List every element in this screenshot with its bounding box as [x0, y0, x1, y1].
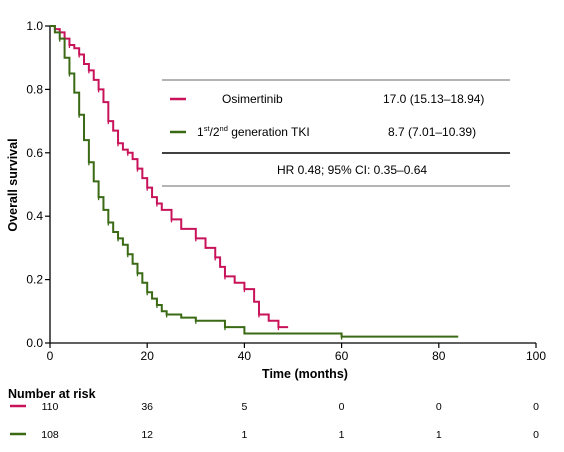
- x-tick-label: 40: [238, 349, 252, 363]
- y-tick-label: 0.2: [26, 273, 43, 287]
- risk-cell: 5: [241, 401, 247, 413]
- y-tick-label: 0.4: [26, 209, 43, 223]
- y-tick-label: 0.6: [26, 146, 43, 160]
- x-tick-label: 80: [432, 349, 446, 363]
- y-tick-label: 0.0: [26, 336, 43, 350]
- x-tick-label: 0: [47, 349, 54, 363]
- risk-cell: 0: [339, 401, 345, 413]
- x-axis-label: Time (months): [262, 367, 348, 381]
- risk-cell: 110: [42, 401, 59, 413]
- risk-cell: 36: [141, 401, 153, 413]
- legend-summary-osimertinib: 17.0 (15.13–18.94): [383, 92, 484, 106]
- legend-label-osimertinib: Osimertinib: [222, 92, 283, 106]
- survival-curve-series-1: [50, 25, 289, 329]
- risk-cell: 0: [533, 401, 539, 413]
- risk-cell: 0: [533, 429, 539, 441]
- risk-table-title: Number at risk: [8, 387, 96, 401]
- risk-cell: 1: [241, 429, 247, 441]
- legend-label-tki: 1st/2nd generation TKI: [197, 124, 310, 139]
- y-tick-label: 0.8: [26, 82, 43, 96]
- risk-cell: 1: [436, 429, 442, 441]
- x-tick-label: 20: [141, 349, 155, 363]
- survival-curve-series-2: [50, 25, 459, 338]
- risk-cell: 0: [436, 401, 442, 413]
- legend-summary-tki: 8.7 (7.01–10.39): [388, 125, 476, 139]
- risk-cell: 1: [339, 429, 345, 441]
- x-tick-label: 60: [335, 349, 349, 363]
- survival-curves: [50, 25, 459, 340]
- legend: Osimertinib 17.0 (15.13–18.94) 1st/2nd g…: [162, 79, 510, 187]
- y-axis-ticks: 0.0 0.2 0.4 0.6 0.8 1.0: [26, 19, 50, 350]
- risk-cell: 12: [141, 429, 153, 441]
- risk-cell: 108: [41, 429, 59, 441]
- y-tick-label: 1.0: [26, 19, 43, 33]
- y-axis-label: Overall survival: [6, 138, 20, 231]
- x-tick-label: 100: [526, 349, 546, 363]
- hazard-ratio-text: HR 0.48; 95% CI: 0.35–0.64: [277, 163, 427, 177]
- x-axis-ticks: 0 20 40 60 80 100: [47, 343, 546, 363]
